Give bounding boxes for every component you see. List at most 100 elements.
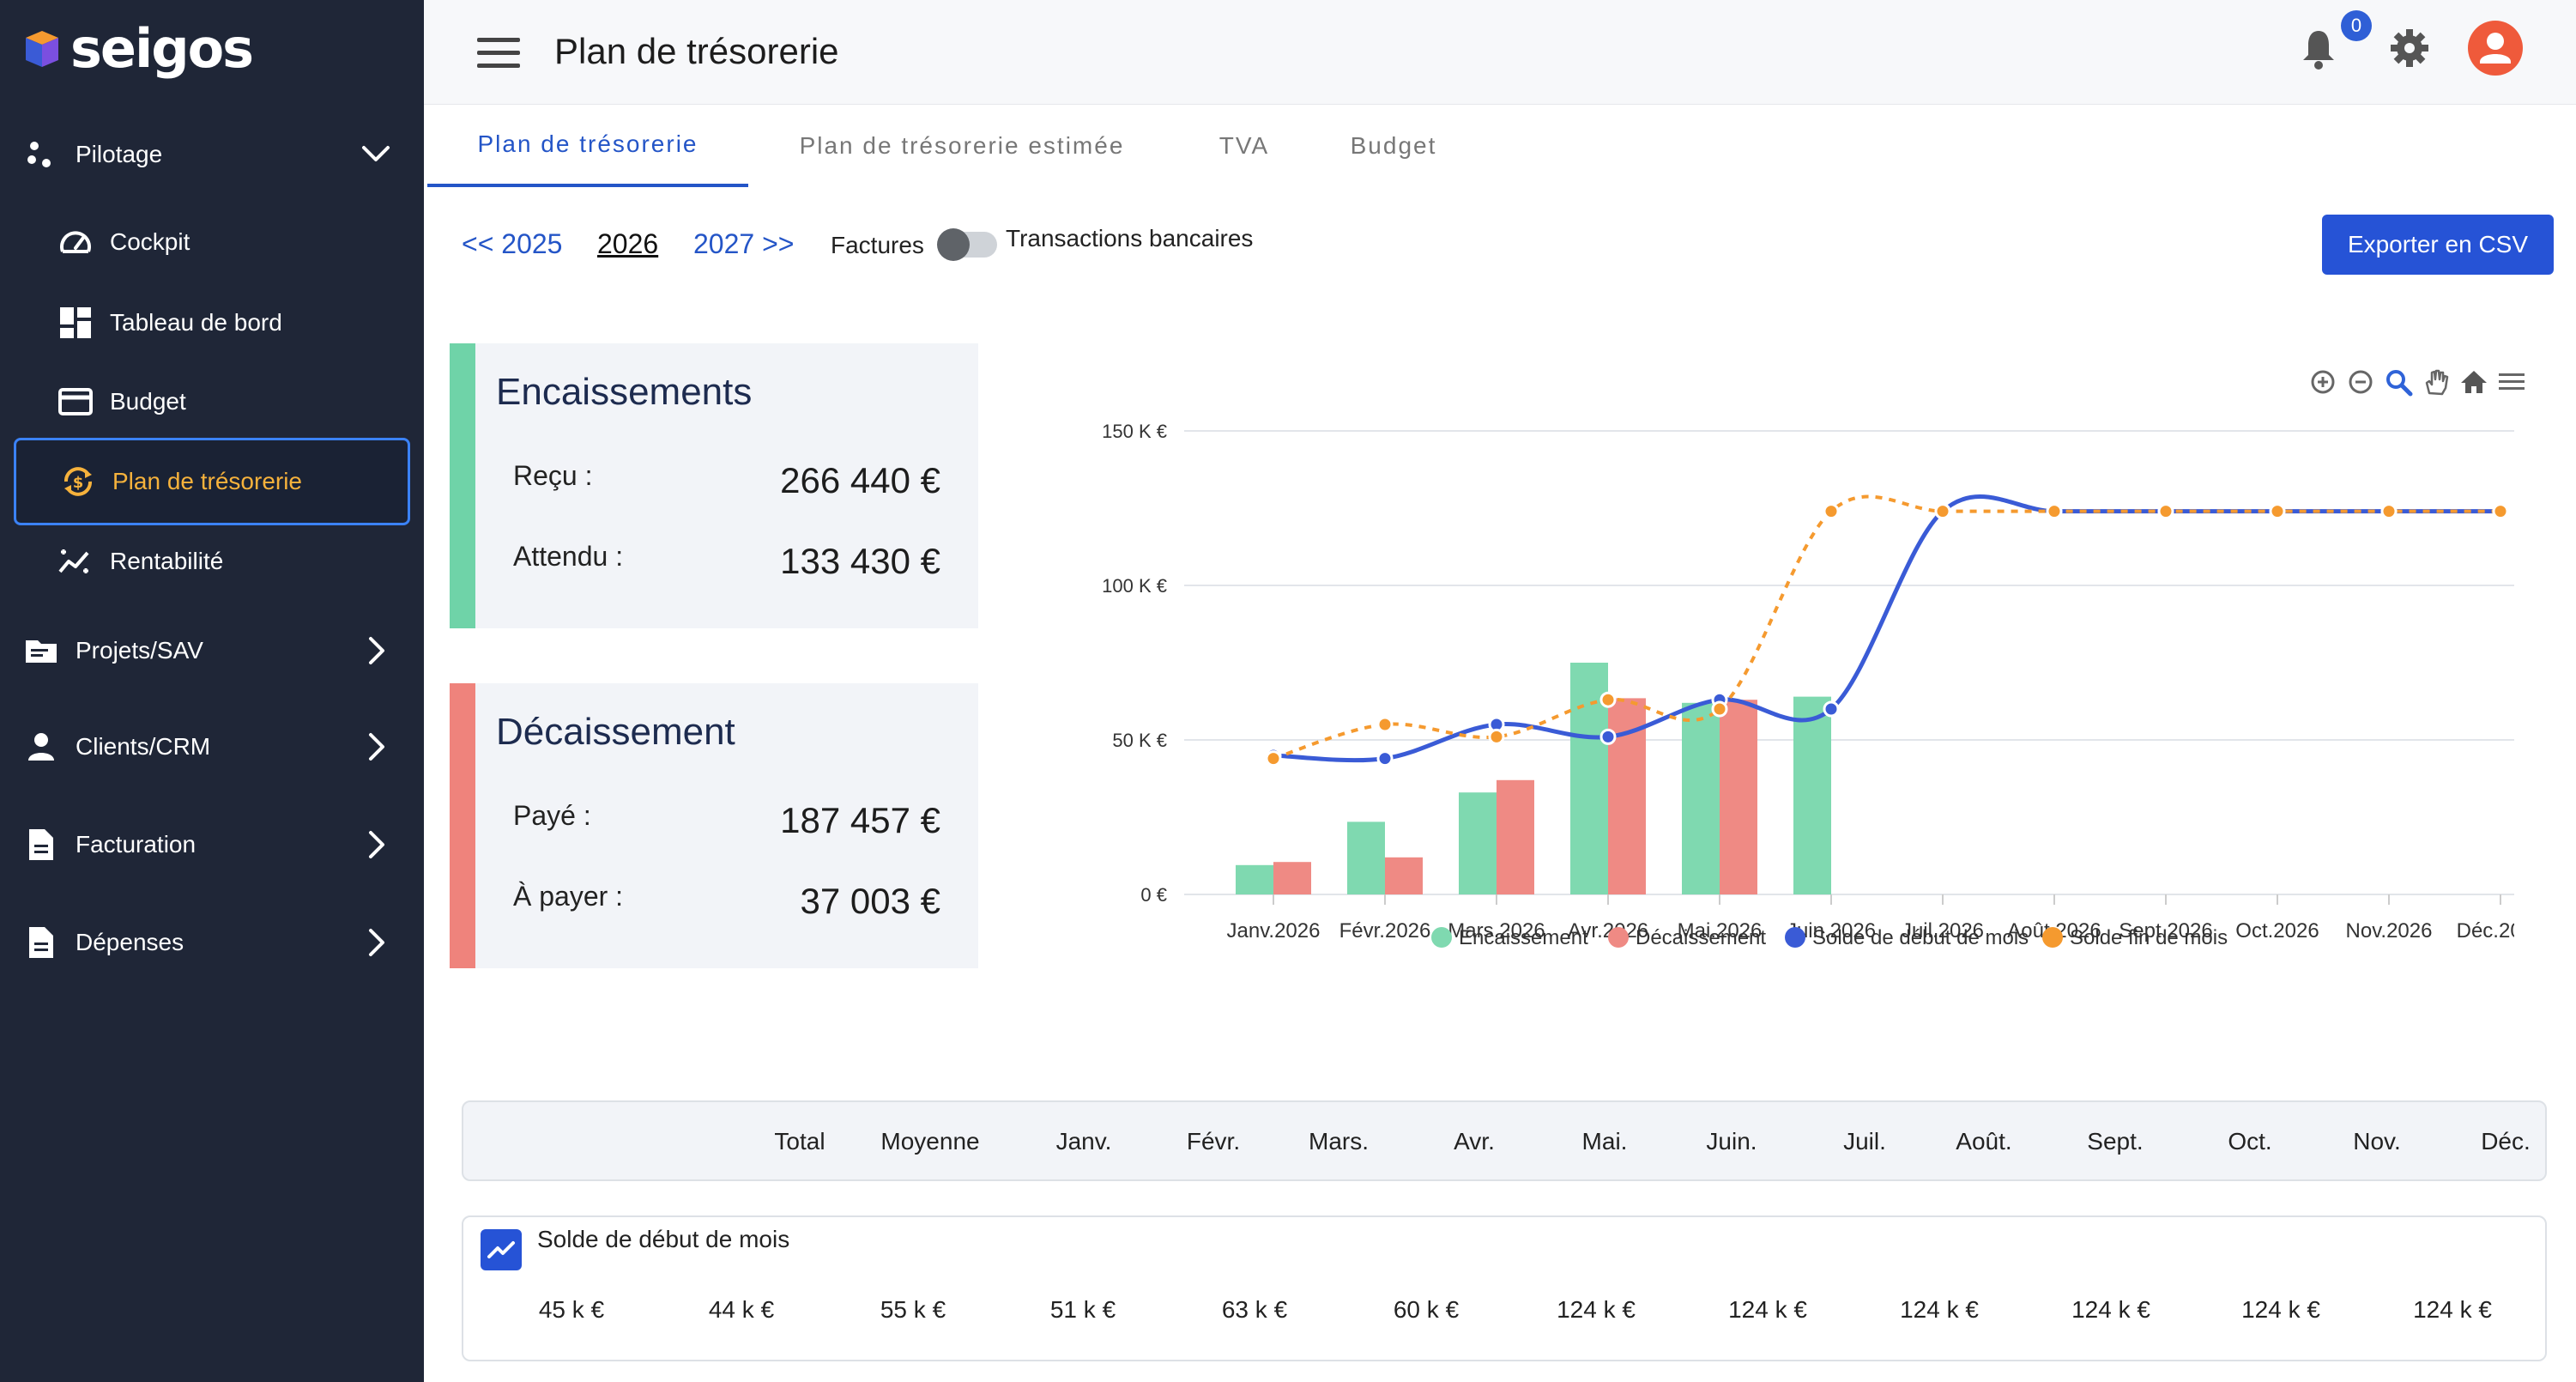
sidebar-section-projets-sav[interactable]: Projets/SAV [0, 616, 424, 685]
table-cell: 124 k € [1557, 1296, 1636, 1323]
sidebar-section-label: Pilotage [76, 141, 163, 167]
document-icon [24, 827, 58, 862]
point-solde-fin [1376, 716, 1394, 733]
x-tick-label: Juil.2026 [1902, 919, 1984, 943]
point-solde-debut [1376, 750, 1394, 767]
sidebar-section-facturation[interactable]: Facturation [0, 810, 424, 879]
column-header[interactable]: Déc. [2481, 1128, 2531, 1155]
hamburger-menu-icon[interactable] [477, 38, 520, 69]
column-header[interactable]: Nov. [2353, 1128, 2401, 1155]
sidebar-section-depenses[interactable]: Dépenses [0, 908, 424, 977]
pan-hand-icon[interactable] [2422, 367, 2451, 397]
column-header[interactable]: Févr. [1186, 1128, 1241, 1155]
column-header[interactable]: Moyenne [880, 1128, 980, 1155]
point-solde-fin [2380, 503, 2398, 520]
column-header[interactable]: Avr. [1454, 1128, 1495, 1155]
x-tick-label: Déc.2026 [2457, 919, 2514, 943]
table-cell: 51 k € [1049, 1296, 1116, 1323]
point-solde-fin [2269, 503, 2286, 520]
tab-plan-de-tresorerie-estimee[interactable]: Plan de trésorerie estimée [799, 132, 1125, 159]
sidebar-section-label: Projets/SAV [76, 637, 203, 664]
bar-encaissement [1236, 864, 1273, 894]
tab-bar: Plan de trésorerie Plan de trésorerie es… [424, 105, 2576, 187]
chevron-down-icon [359, 137, 393, 172]
bar-encaissement [1459, 792, 1497, 894]
toggle-knob [937, 228, 970, 261]
recu-value: 266 440 € [780, 460, 940, 500]
sidebar-section-label: Clients/CRM [76, 733, 211, 760]
sidebar-section-pilotage[interactable]: Pilotage [0, 120, 424, 189]
top-header: Plan de trésorerie 0 [424, 0, 2576, 105]
svg-text:$: $ [73, 474, 84, 492]
x-tick-label: Oct.2026 [2235, 919, 2319, 943]
cash-cycle-icon: $ [59, 463, 97, 500]
user-avatar[interactable] [2468, 21, 2523, 76]
column-header[interactable]: Oct. [2228, 1128, 2272, 1155]
column-header[interactable]: Total [774, 1128, 825, 1155]
bell-icon[interactable] [2298, 26, 2339, 70]
logo[interactable]: seigos [22, 22, 254, 76]
line-solde-fin [1273, 494, 2500, 761]
legend-label: Solde de début de mois [1812, 926, 2029, 949]
x-tick-label: Mars.2026 [1448, 919, 1545, 943]
current-year[interactable]: 2026 [597, 228, 659, 259]
table-header: Total Moyenne Janv. Févr. Mars. Avr. Mai. Juin.… [462, 1100, 2547, 1181]
y-tick-label: 150 K € [1102, 421, 1167, 442]
chevron-right-icon [359, 827, 393, 862]
notification-badge: 0 [2341, 10, 2372, 41]
point-solde-fin [2046, 503, 2063, 520]
gear-icon[interactable] [2389, 27, 2430, 69]
next-year-link[interactable]: 2027 >> [693, 228, 795, 259]
sidebar-item-cockpit[interactable]: Cockpit [14, 208, 410, 276]
magnify-icon[interactable] [2384, 367, 2413, 397]
trend-badge-icon [481, 1229, 522, 1270]
logo-icon [26, 31, 58, 67]
legend-marker [1785, 927, 1805, 948]
point-solde-fin [2157, 503, 2174, 520]
sidebar-item-tableau-de-bord[interactable]: Tableau de bord [14, 288, 410, 357]
card-accent-bar [450, 343, 475, 628]
point-solde-fin [1488, 728, 1505, 745]
table-cell: 44 k € [708, 1296, 775, 1323]
point-solde-fin [1711, 700, 1728, 718]
bar-encaissement [1793, 696, 1831, 894]
gauge-icon [57, 223, 94, 261]
sidebar-item-label: Tableau de bord [110, 309, 282, 336]
paye-label: Payé : [513, 800, 591, 831]
column-header[interactable]: Janv. [1055, 1128, 1112, 1155]
sidebar-section-clients-crm[interactable]: Clients/CRM [0, 712, 424, 781]
column-header[interactable]: Juil. [1843, 1128, 1886, 1155]
cashflow-chart: 0 € 50 K € 100 K € 150 K € Janv.2026 Févr.202… [1102, 421, 2514, 949]
tab-plan-de-tresorerie[interactable]: Plan de trésorerie [427, 105, 748, 187]
page-title: Plan de trésorerie [554, 31, 839, 71]
column-header[interactable]: Août. [1956, 1128, 2012, 1155]
table-cell: 60 k € [1393, 1296, 1460, 1323]
pilotage-dots-icon [24, 137, 58, 172]
sidebar-item-budget[interactable]: Budget [14, 367, 410, 436]
menu-icon[interactable] [2497, 367, 2526, 397]
sidebar-item-plan-de-tresorerie[interactable]: $ Plan de trésorerie [14, 438, 410, 525]
sidebar-item-rentabilite[interactable]: Rentabilité [14, 527, 410, 596]
bar-decaissement [1497, 779, 1534, 894]
column-header[interactable]: Juin. [1706, 1128, 1757, 1155]
zoom-in-icon[interactable] [2308, 367, 2337, 397]
tab-tva[interactable]: TVA [1218, 132, 1270, 159]
card-title: Décaissement [496, 711, 735, 753]
home-icon[interactable] [2459, 367, 2488, 397]
table-cell: 124 k € [2071, 1296, 2150, 1323]
legend-label: Solde fin de mois [2070, 926, 2228, 949]
attendu-value: 133 430 € [780, 541, 940, 581]
column-header[interactable]: Mars. [1309, 1128, 1369, 1155]
export-csv-button[interactable]: Exporter en CSV [2322, 215, 2554, 275]
prev-year-link[interactable]: << 2025 [462, 228, 563, 259]
legend-marker [1431, 927, 1452, 948]
zoom-out-icon[interactable] [2346, 367, 2375, 397]
dashboard-icon [57, 304, 94, 342]
tab-budget[interactable]: Budget [1350, 132, 1437, 159]
table-cell: 55 k € [880, 1296, 946, 1323]
card-icon [57, 383, 94, 421]
source-toggle[interactable] [937, 228, 997, 261]
column-header[interactable]: Mai. [1581, 1128, 1628, 1155]
sidebar-section-label: Dépenses [76, 929, 184, 955]
column-header[interactable]: Sept. [2087, 1128, 2144, 1155]
